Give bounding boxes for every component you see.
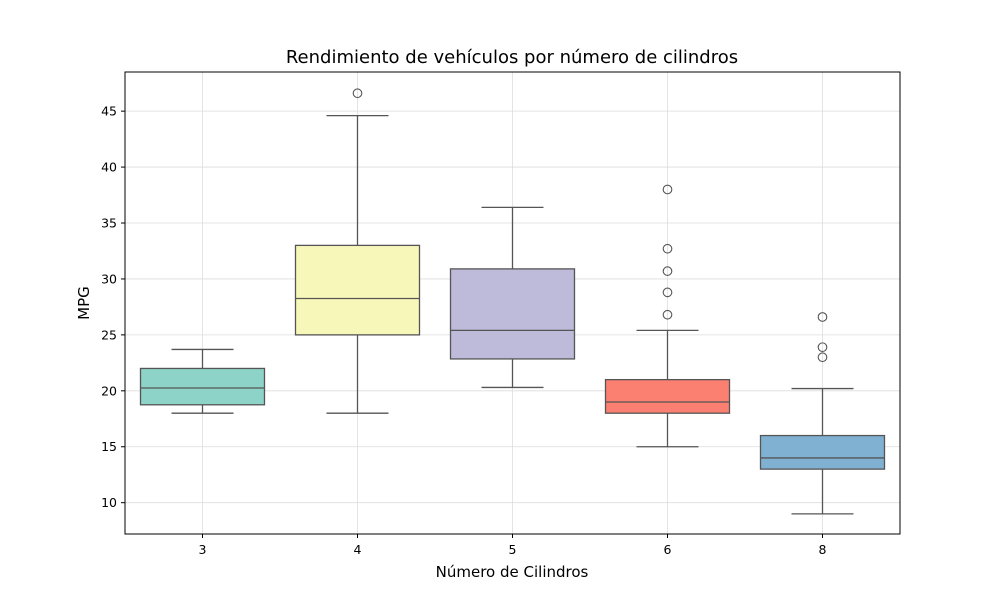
box-group-4 [294,88,421,414]
outlier-point [817,312,828,322]
box-group-3 [139,348,266,414]
x-tick-label: 8 [819,542,827,557]
box-rect [604,378,731,414]
y-tick-label: 15 [101,439,117,454]
box-group-5 [449,206,576,389]
outlier-point [662,184,673,195]
y-tick-label: 10 [101,495,117,510]
x-tick-label: 6 [664,542,672,557]
outlier-point [352,88,363,99]
chart-title: Rendimiento de vehículos por número de c… [286,47,738,68]
box-group-6 [604,184,731,448]
box-group-8 [759,312,886,515]
outlier-point [662,287,673,298]
y-tick-label: 25 [101,327,117,342]
x-tick-label: 5 [509,542,517,557]
x-axis-label: Número de Cilindros [436,563,589,581]
y-tick-label: 30 [101,271,117,286]
y-tick-label: 45 [101,104,117,119]
y-tick-label: 40 [101,160,117,175]
box-rect [139,367,266,406]
x-tick-label: 4 [354,542,362,557]
box-rect [449,268,576,360]
box-rect [759,434,886,470]
y-axis-label: MPG [75,286,93,320]
box-rect [294,244,421,336]
plot-layer [139,88,886,515]
outlier-point [662,266,673,276]
outlier-point [817,352,828,363]
outlier-point [662,309,673,320]
y-tick-label: 20 [101,383,117,398]
y-tick-label: 35 [101,216,117,231]
x-tick-label: 3 [199,542,207,557]
outlier-point [817,342,828,353]
outlier-point [662,243,673,254]
